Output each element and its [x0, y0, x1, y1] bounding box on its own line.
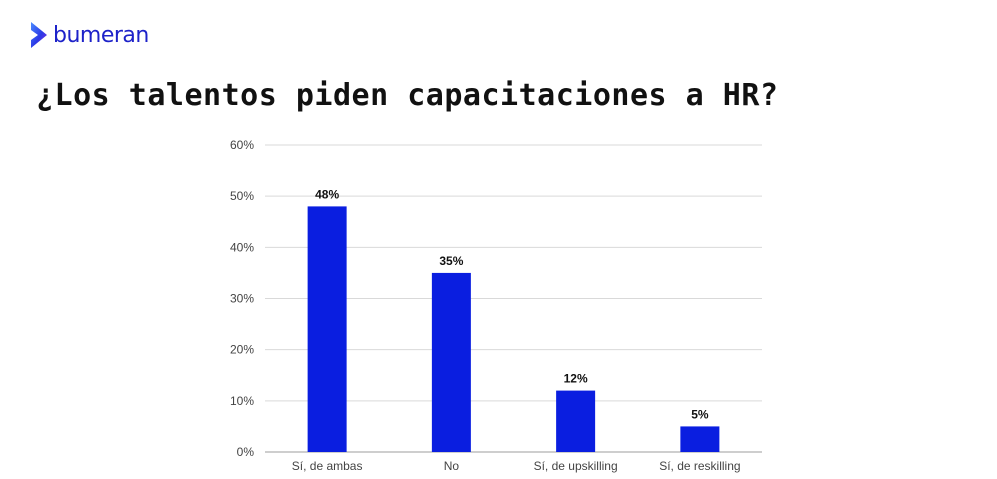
brand-name: bumeran — [53, 22, 149, 48]
y-tick-label: 30% — [230, 292, 254, 306]
bar — [307, 206, 347, 452]
x-tick-label: Sí, de upskilling — [534, 459, 618, 473]
x-tick-label: Sí, de reskilling — [659, 459, 740, 473]
y-tick-label: 60% — [230, 138, 254, 152]
bar — [556, 390, 596, 452]
bumeran-chevron-icon — [31, 22, 47, 48]
x-tick-label: No — [444, 459, 460, 473]
data-label: 5% — [691, 407, 709, 421]
data-label: 48% — [315, 187, 339, 201]
x-tick-label: Sí, de ambas — [292, 459, 363, 473]
y-tick-label: 50% — [230, 189, 254, 203]
bar — [431, 272, 471, 452]
y-tick-label: 40% — [230, 240, 254, 254]
y-tick-label: 0% — [237, 445, 255, 459]
data-label: 35% — [439, 254, 463, 268]
data-label: 12% — [564, 372, 588, 386]
y-tick-label: 20% — [230, 343, 254, 357]
bar — [680, 426, 720, 452]
y-tick-label: 10% — [230, 394, 254, 408]
brand-logo: bumeran — [28, 18, 149, 52]
chart-title: ¿Los talentos piden capacitaciones a HR? — [36, 78, 779, 113]
